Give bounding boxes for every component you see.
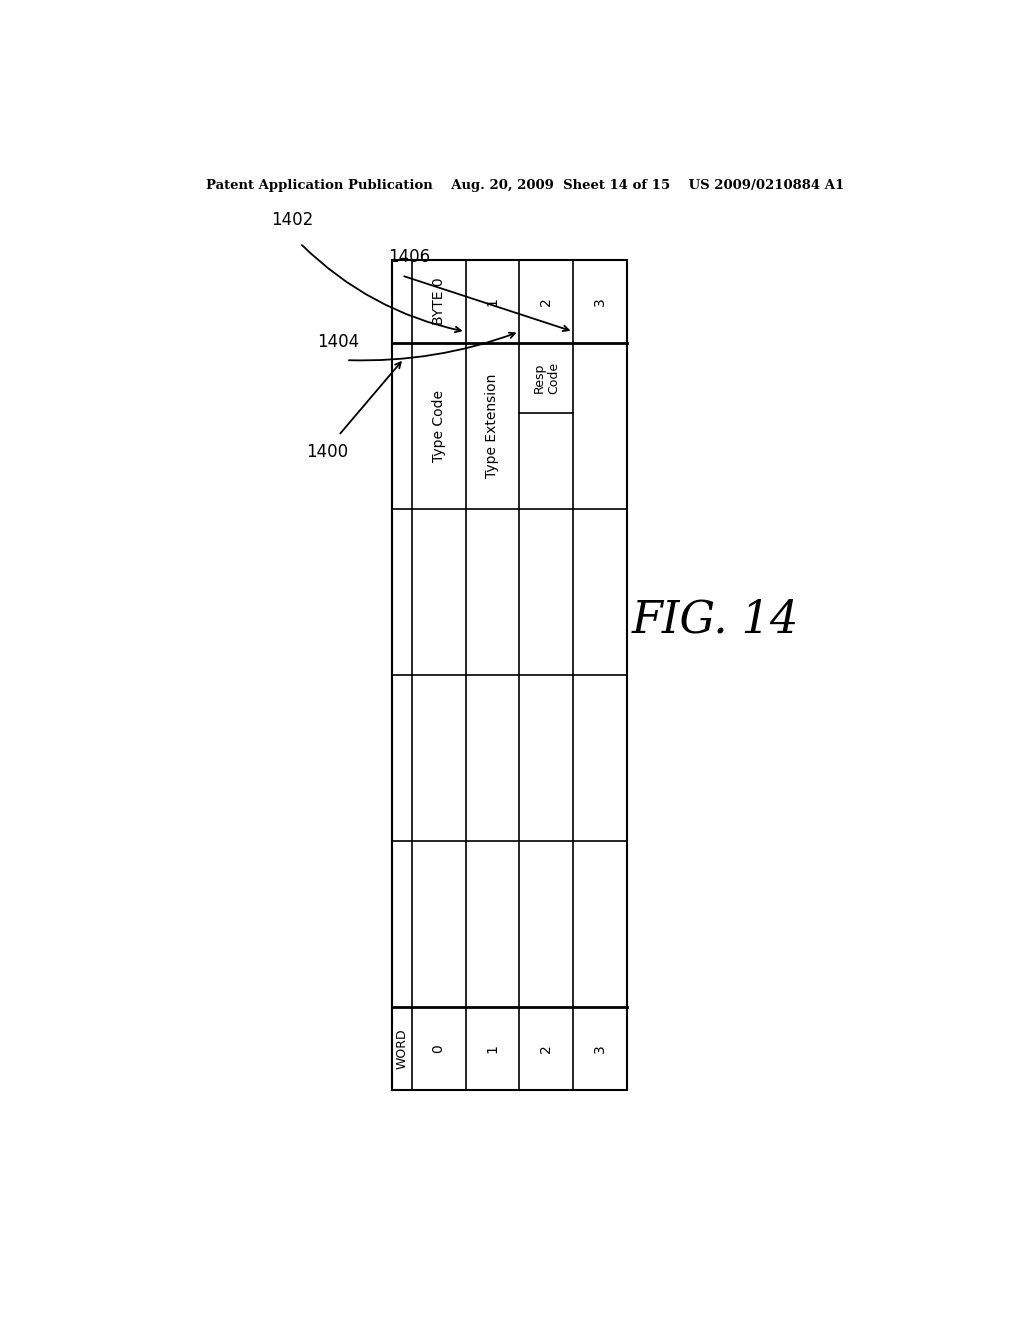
Text: Type Extension: Type Extension [485,374,500,478]
Text: 3: 3 [593,297,607,306]
Text: 0: 0 [431,1044,445,1053]
Text: Type Code: Type Code [431,391,445,462]
Text: 1402: 1402 [271,211,313,230]
Text: 1400: 1400 [306,444,348,461]
Text: WORD: WORD [395,1028,409,1069]
Text: 1404: 1404 [317,333,359,351]
Text: Patent Application Publication    Aug. 20, 2009  Sheet 14 of 15    US 2009/02108: Patent Application Publication Aug. 20, … [206,178,844,191]
Text: 1406: 1406 [388,248,430,267]
Text: Resp
Code: Resp Code [532,362,560,395]
Text: FIG. 14: FIG. 14 [632,599,800,642]
Text: 1: 1 [485,1044,500,1053]
Bar [392,260,628,1090]
Text: 2: 2 [540,1044,553,1053]
Text: BYTE 0: BYTE 0 [431,277,445,326]
Text: 3: 3 [593,1044,607,1053]
Text: 2: 2 [540,297,553,306]
Text: 1: 1 [485,297,500,306]
